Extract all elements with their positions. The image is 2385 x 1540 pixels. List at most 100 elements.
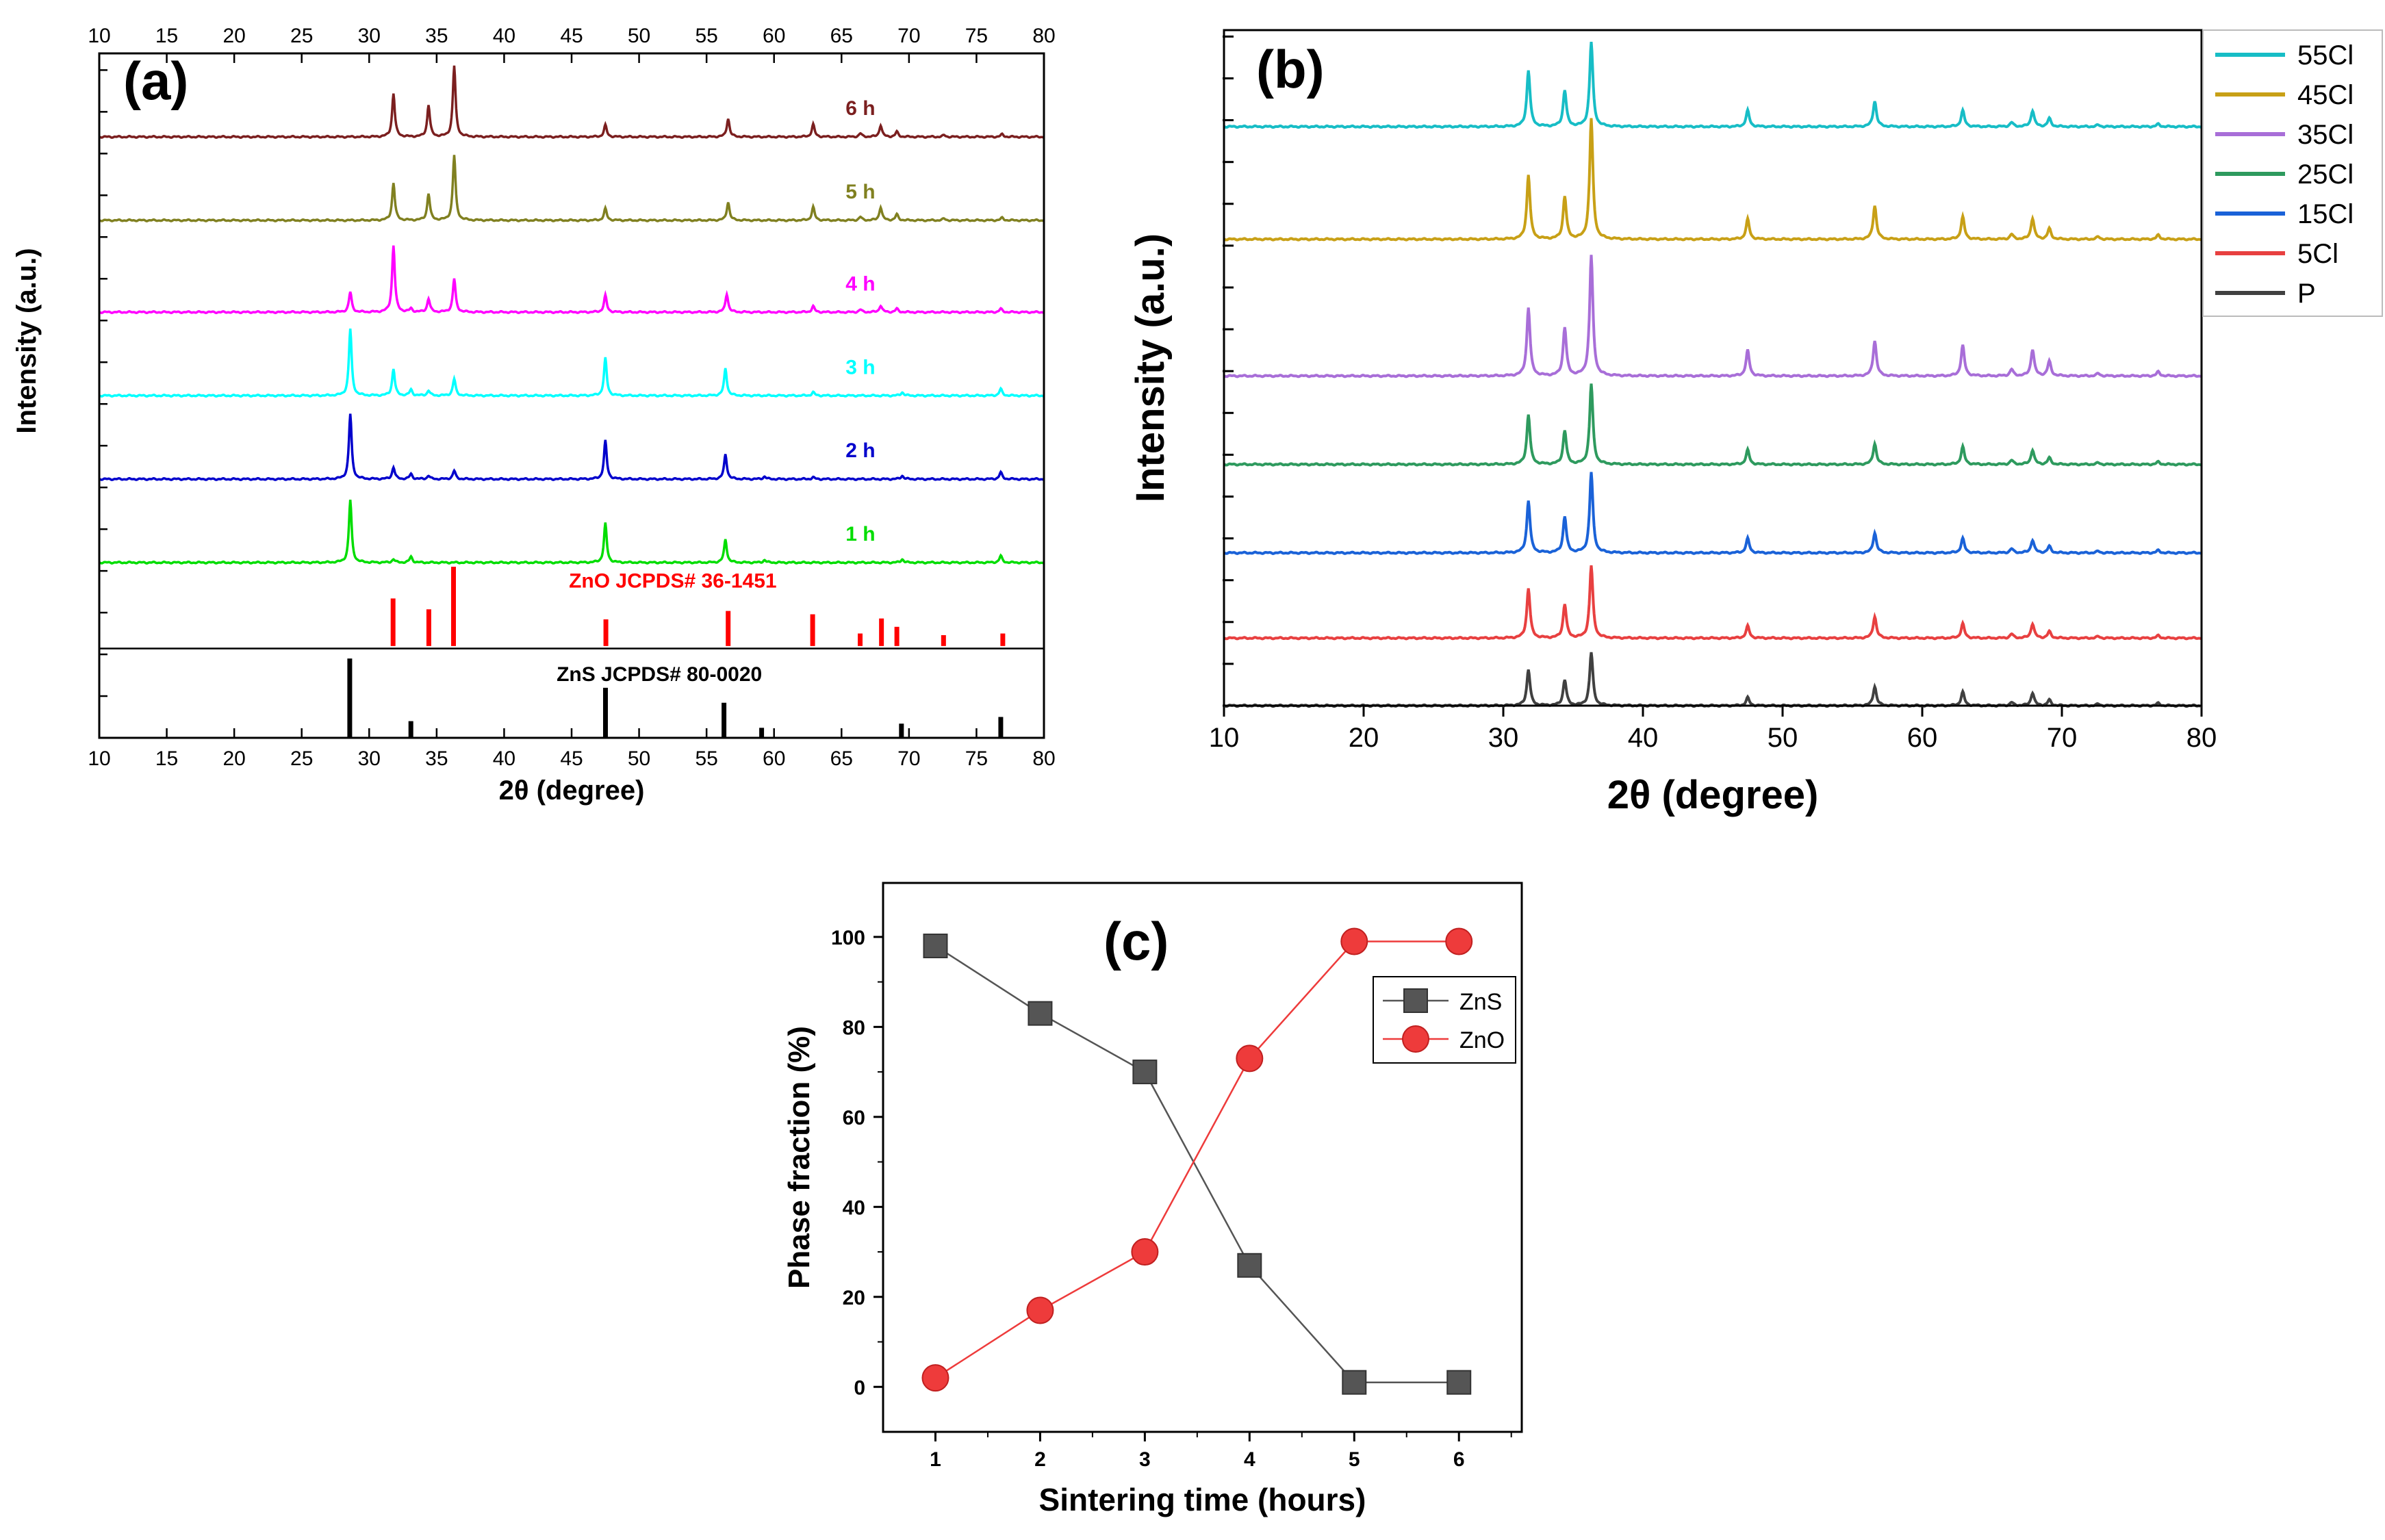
panel-c-x-tick-label: 5 [1349, 1448, 1360, 1471]
panel-a-label-1-h: 1 h [845, 523, 875, 546]
panel-c-legend-marker-zno [1402, 1025, 1429, 1053]
panel-c-point-zns [1446, 1370, 1472, 1395]
panel-b-x-tick-label: 60 [1907, 723, 1938, 753]
panel-a-label-2-h: 2 h [845, 439, 875, 462]
panel-b-line-45cl [1223, 118, 2202, 242]
panel-a-line-6-h [99, 65, 1044, 139]
panel-b-legend-label-15cl: 15Cl [2297, 199, 2354, 229]
panel-a-ticks: 10 10 15 15 20 20 25 25 30 30 35 35 40 40 45 45 50 50 55 55… [88, 25, 1055, 770]
panel-a-x-tick-label: 45 [560, 747, 583, 770]
panel-c-legend-label-zno: ZnO [1459, 1027, 1505, 1053]
panel-c-x-tick-label: 1 [930, 1448, 941, 1471]
panel-b-legend-box [2202, 29, 2383, 317]
panel-a-x-tick-label: 60 [763, 747, 785, 770]
panel-c-point-zno [1026, 1296, 1054, 1324]
panel-c-y-tick-label: 60 [843, 1107, 865, 1129]
panel-c-legend-marker-zns [1403, 988, 1428, 1013]
panel-c-y-tick-label: 20 [843, 1287, 865, 1309]
panel-a-x-tick-label: 15 [155, 747, 178, 770]
panel-b: 10 20 30 40 50 60 70 80 (b) 2θ (degree) Intensi… [1128, 29, 2383, 817]
panel-a-x-tick-label: 10 [88, 747, 110, 770]
panel-b-x-tick-label: 20 [1349, 723, 1379, 753]
panel-c-x-tick-label: 6 [1453, 1448, 1465, 1471]
panel-a-x-tick-label: 30 [358, 747, 381, 770]
panel-a-line-5-h [99, 155, 1044, 222]
panel-c-series [921, 927, 1473, 1395]
panel-c-x-tick-label: 4 [1244, 1448, 1255, 1471]
panel-c-point-zns [1028, 1001, 1053, 1026]
panel-c-point-zno [1445, 927, 1473, 955]
panel-b-ticks: 10 20 30 40 50 60 70 80 [1209, 35, 2217, 753]
panel-a-x-tick-label-top: 45 [560, 25, 583, 47]
panel-a-x-tick-label-top: 30 [358, 25, 381, 47]
panel-b-x-axis-title: 2θ (degree) [1607, 773, 1819, 817]
panel-c-label: (c) [1104, 911, 1169, 971]
panel-a-x-tick-label: 55 [695, 747, 717, 770]
panel-c-y-tick-label: 40 [843, 1196, 865, 1219]
panel-c-y-tick-label: 80 [843, 1016, 865, 1039]
panel-b-x-tick-label: 30 [1488, 723, 1519, 753]
panel-b-legend-label-35cl: 35Cl [2297, 120, 2354, 150]
panel-a-x-tick-label: 50 [628, 747, 650, 770]
panel-c-x-tick-label: 3 [1139, 1448, 1151, 1471]
panel-a-x-tick-label-top: 65 [830, 25, 853, 47]
panel-c-y-axis-title: Phase fraction (%) [782, 1026, 816, 1289]
panel-a-label-4-h: 4 h [845, 272, 875, 295]
panel-c-frame [882, 882, 1523, 1433]
panel-a-line-1-h [99, 499, 1044, 565]
panel-a-line-3-h [99, 328, 1044, 398]
panel-a-x-tick-label-top: 25 [290, 25, 313, 47]
panel-b-line-25cl [1223, 383, 2202, 467]
panel-b-frame [1223, 29, 2203, 707]
panel-a-x-tick-label: 65 [830, 747, 853, 770]
panel-b-x-tick-label: 70 [2047, 723, 2078, 753]
panel-a-x-tick-label: 35 [425, 747, 448, 770]
panel-c-y-tick-label: 100 [831, 927, 865, 949]
panel-b-legend-label-25cl: 25Cl [2297, 159, 2354, 190]
panel-a-y-axis-title: Intensity (a.u.) [12, 248, 42, 433]
panel-a-line-4-h [99, 245, 1044, 315]
panel-a-label-zns-jcpds-80-0020: ZnS JCPDS# 80-0020 [557, 663, 762, 686]
panel-a-x-tick-label-top: 60 [763, 25, 785, 47]
panel-a-label-6-h: 6 h [845, 97, 875, 120]
panel-a-label-zno-jcpds-36-1451: ZnO JCPDS# 36-1451 [569, 569, 776, 592]
panel-a-frame [98, 52, 1045, 739]
panel-a-x-tick-label: 40 [493, 747, 515, 770]
panel-c-point-zno [1340, 927, 1368, 955]
panel-c-line-zno [934, 940, 1459, 1379]
panel-a-x-tick-label-top: 40 [493, 25, 515, 47]
panel-b-line-15cl [1223, 472, 2202, 555]
panel-a-series [99, 65, 1044, 738]
panel-b-legend-label-45cl: 45Cl [2297, 80, 2354, 110]
panel-c-x-axis-title: Sintering time (hours) [1039, 1482, 1366, 1517]
panel-b-x-tick-label: 50 [1768, 723, 1798, 753]
panel-a-x-tick-label-top: 70 [897, 25, 920, 47]
panel-c-point-zns [923, 934, 948, 959]
panel-c-legend-box [1373, 976, 1516, 1064]
panel-a-x-axis-title: 2θ (degree) [499, 775, 645, 806]
panel-c-point-zno [1236, 1044, 1264, 1073]
panel-a-x-tick-label-top: 20 [222, 25, 245, 47]
panel-a-x-tick-label: 80 [1032, 747, 1055, 770]
panel-c-y-tick-label: 0 [854, 1376, 865, 1399]
panel-c-legend-label-zns: ZnS [1459, 989, 1502, 1015]
panel-a-series-labels: 6 h 5 h 4 h 3 h 2 h 1 h ZnO JCPDS# 36-1451 ZnS … [557, 97, 876, 686]
panel-a-x-tick-label: 25 [290, 747, 313, 770]
panel-b-line-55cl [1223, 41, 2202, 129]
panel-a-x-tick-label-top: 15 [155, 25, 178, 47]
panel-b-legend: 55Cl 45Cl 35Cl 25Cl 15Cl 5Cl P [2202, 29, 2383, 317]
panel-a-x-tick-label-top: 35 [425, 25, 448, 47]
panel-a-label-3-h: 3 h [845, 356, 875, 378]
panel-b-y-axis-title: Intensity (a.u.) [1128, 233, 1173, 502]
panel-b-legend-label-55cl: 55Cl [2297, 40, 2354, 70]
panel-a-x-tick-label-top: 55 [695, 25, 717, 47]
panel-a-x-tick-label: 20 [222, 747, 245, 770]
panel-b-line-35cl [1223, 255, 2202, 378]
panel-c-point-zno [1131, 1238, 1159, 1266]
panel-a-line-2-h [99, 413, 1044, 481]
panel-a-x-tick-label: 75 [965, 747, 988, 770]
panel-c-point-zns [1237, 1253, 1262, 1278]
